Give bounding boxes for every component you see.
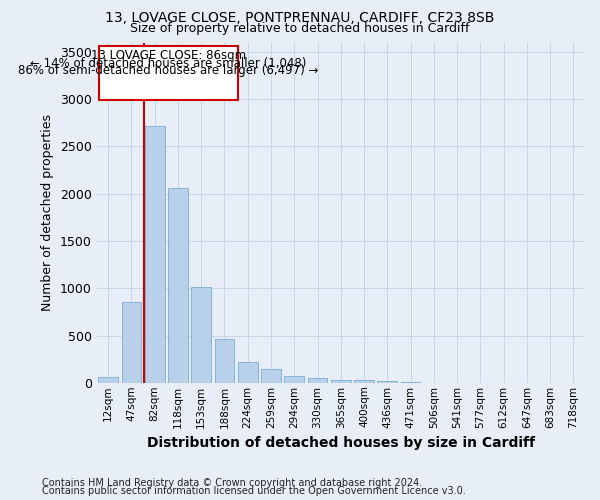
Text: Size of property relative to detached houses in Cardiff: Size of property relative to detached ho…: [130, 22, 470, 35]
Text: Contains HM Land Registry data © Crown copyright and database right 2024.: Contains HM Land Registry data © Crown c…: [42, 478, 422, 488]
Bar: [284, 376, 304, 383]
Bar: [238, 362, 257, 383]
Bar: [122, 302, 142, 383]
Y-axis label: Number of detached properties: Number of detached properties: [41, 114, 54, 311]
Bar: [215, 340, 235, 383]
Bar: [261, 369, 281, 383]
Text: Contains public sector information licensed under the Open Government Licence v3: Contains public sector information licen…: [42, 486, 466, 496]
Bar: [308, 378, 328, 383]
Text: 13 LOVAGE CLOSE: 86sqm: 13 LOVAGE CLOSE: 86sqm: [91, 49, 246, 62]
Text: 86% of semi-detached houses are larger (6,497) →: 86% of semi-detached houses are larger (…: [19, 64, 319, 77]
Bar: [354, 380, 374, 383]
Bar: [168, 188, 188, 383]
X-axis label: Distribution of detached houses by size in Cardiff: Distribution of detached houses by size …: [147, 436, 535, 450]
Bar: [191, 288, 211, 383]
Bar: [331, 380, 350, 383]
Text: 13, LOVAGE CLOSE, PONTPRENNAU, CARDIFF, CF23 8SB: 13, LOVAGE CLOSE, PONTPRENNAU, CARDIFF, …: [106, 11, 494, 25]
Bar: [98, 377, 118, 383]
Text: ← 14% of detached houses are smaller (1,048): ← 14% of detached houses are smaller (1,…: [31, 56, 307, 70]
Bar: [145, 126, 164, 383]
Bar: [377, 382, 397, 383]
Bar: [99, 46, 238, 100]
